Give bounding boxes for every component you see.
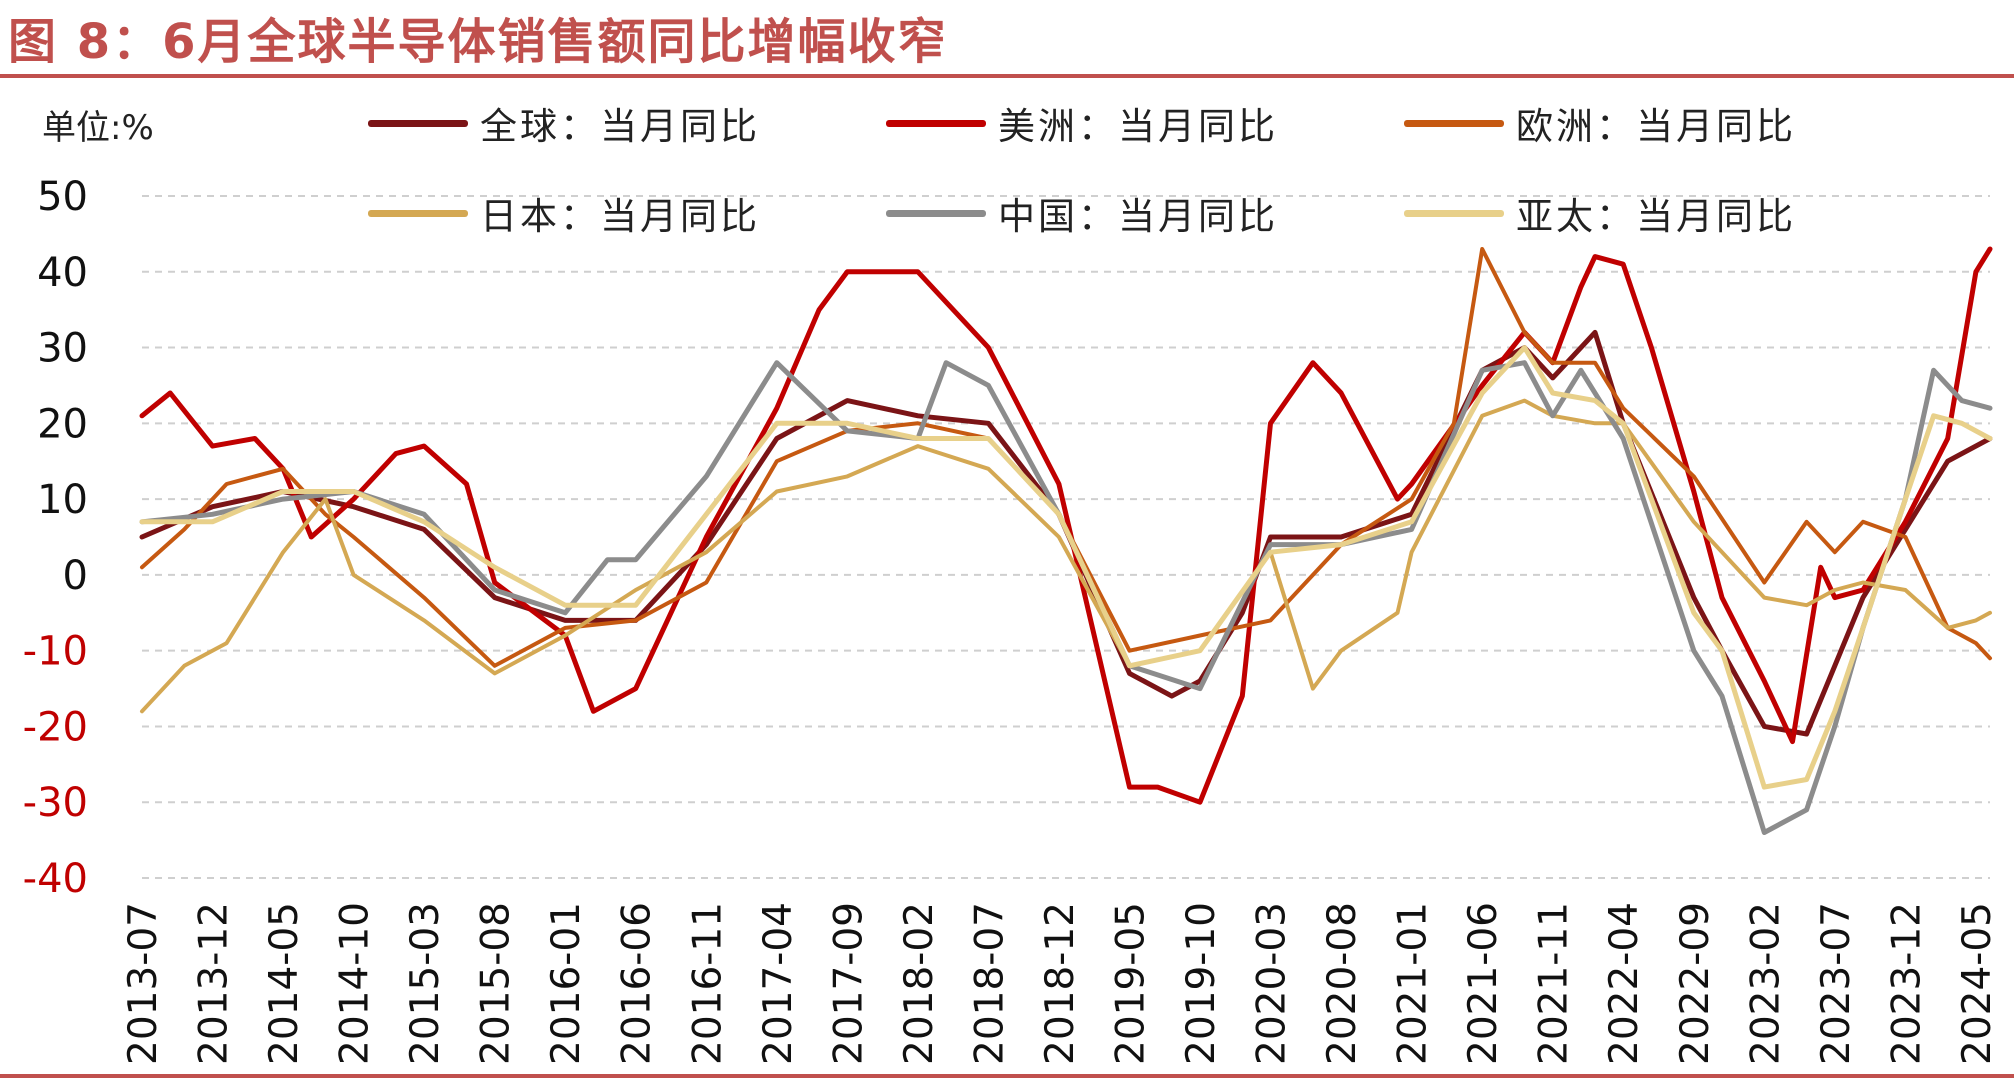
x-tick-label: 2015-03 [403, 902, 448, 1065]
x-tick-label: 2023-02 [1743, 902, 1788, 1065]
x-tick-label: 2018-12 [1038, 902, 1083, 1065]
y-tick-label: 30 [37, 326, 88, 372]
y-tick-label: 0 [63, 553, 88, 599]
x-tick-label: 2018-02 [897, 902, 942, 1065]
series-line [140, 247, 1992, 668]
legend-swatch-europe [1404, 119, 1504, 127]
legend-entry-europe: 欧洲：当月同比 [1404, 96, 1796, 150]
legend-entry-japan: 日本：当月同比 [368, 186, 760, 240]
y-tick-label: -40 [23, 856, 88, 902]
x-tick-label: 2022-04 [1602, 902, 1647, 1065]
x-tick-label: 2023-07 [1814, 902, 1859, 1065]
y-tick-label: 10 [37, 477, 88, 523]
series-line [139, 345, 1993, 790]
x-tick-label: 2021-06 [1461, 902, 1506, 1065]
x-tick-label: 2016-11 [685, 902, 730, 1065]
y-tick-label: 40 [37, 250, 88, 296]
legend-label-americas: 美洲：当月同比 [998, 105, 1278, 148]
legend-label-japan: 日本：当月同比 [480, 195, 760, 238]
legend-label-china: 中国：当月同比 [998, 195, 1278, 238]
x-tick-label: 2019-05 [1108, 902, 1153, 1065]
x-tick-label: 2014-05 [262, 902, 307, 1065]
x-tick-label: 2016-06 [615, 902, 660, 1065]
x-tick-label: 2017-09 [826, 902, 871, 1065]
y-tick-label: 50 [37, 174, 88, 220]
x-tick-label: 2017-04 [756, 902, 801, 1065]
chart-title: 图 8：6月全球半导体销售额同比增幅收窄 [8, 14, 948, 70]
x-tick-label: 2015-08 [474, 902, 519, 1065]
x-tick-label: 2018-07 [967, 902, 1012, 1065]
x-tick-label: 2022-09 [1673, 902, 1718, 1065]
legend-swatch-china [886, 209, 986, 217]
unit-label: 单位:% [42, 108, 154, 148]
series-line [139, 246, 1993, 805]
legend-swatch-asia-pacific [1404, 209, 1504, 217]
legend-label-europe: 欧洲：当月同比 [1516, 105, 1796, 148]
legend-swatch-americas [886, 119, 986, 127]
x-tick-label: 2024-05 [1955, 902, 2000, 1065]
series-line [139, 360, 1993, 835]
legend-swatch-global [368, 119, 468, 127]
title-underline [0, 74, 2014, 78]
series-line [139, 329, 1993, 737]
x-tick-label: 2014-10 [333, 902, 378, 1065]
x-tick-label: 2021-11 [1532, 902, 1577, 1065]
x-tick-label: 2020-03 [1250, 902, 1295, 1065]
legend-swatch-japan [368, 209, 468, 217]
legend-entry-global: 全球：当月同比 [368, 96, 760, 150]
legend-entry-asia-pacific: 亚太：当月同比 [1404, 186, 1796, 240]
y-tick-label: 20 [37, 401, 88, 447]
x-tick-label: 2023-12 [1884, 902, 1929, 1065]
x-tick-label: 2021-01 [1391, 902, 1436, 1065]
x-tick-label: 2019-10 [1179, 902, 1224, 1065]
legend-label-asia-pacific: 亚太：当月同比 [1516, 195, 1796, 238]
y-tick-label: -30 [23, 780, 88, 826]
bottom-rule [0, 1074, 2014, 1078]
legend-label-global: 全球：当月同比 [480, 105, 760, 148]
x-tick-label: 2013-07 [121, 902, 166, 1065]
x-tick-label: 2020-08 [1320, 902, 1365, 1065]
legend-entry-americas: 美洲：当月同比 [886, 96, 1278, 150]
y-tick-label: -20 [23, 704, 88, 750]
x-tick-label: 2016-01 [544, 902, 589, 1065]
x-tick-label: 2013-12 [192, 902, 237, 1065]
legend-entry-china: 中国：当月同比 [886, 186, 1278, 240]
y-tick-label: -10 [23, 629, 88, 675]
